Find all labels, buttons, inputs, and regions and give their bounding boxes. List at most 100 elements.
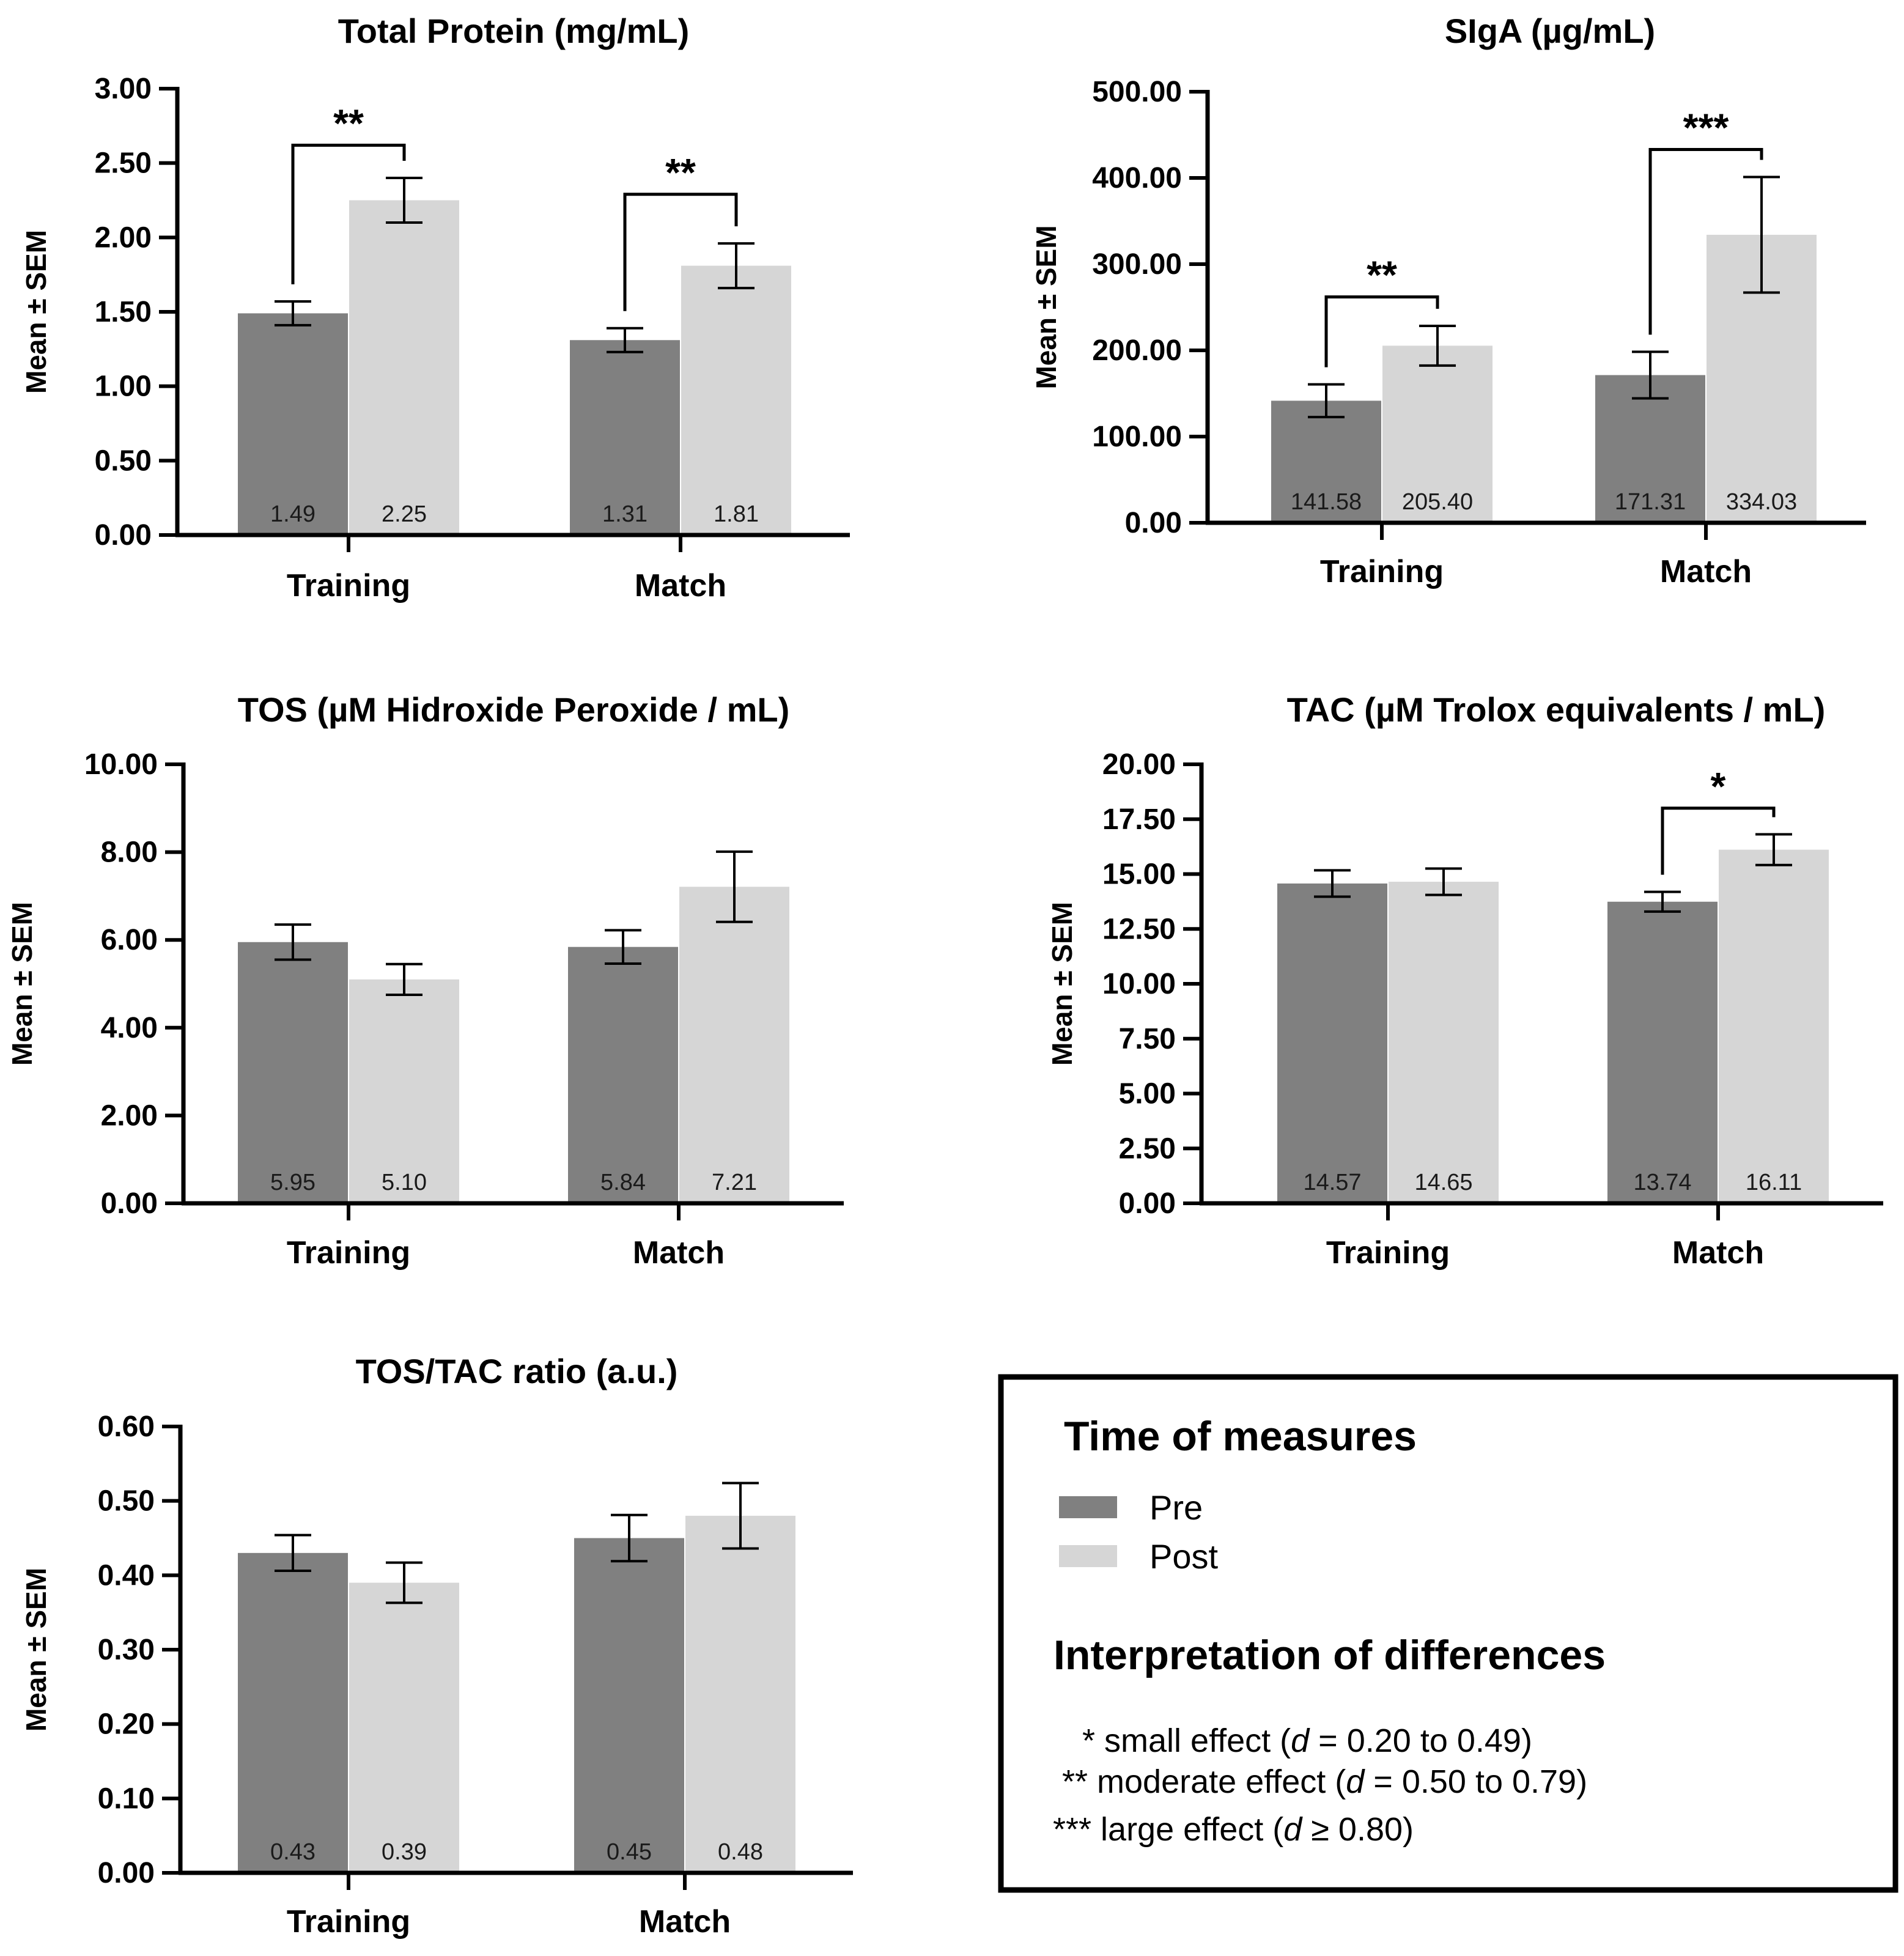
chart-title: TAC (µM Trolox equivalents / mL): [1287, 690, 1826, 729]
y-tick-label: 0.50: [95, 445, 152, 477]
note-moderate-var: d: [1346, 1763, 1365, 1800]
y-tick-label: 10.00: [1102, 968, 1176, 1000]
y-tick-label: 2.00: [95, 221, 152, 254]
value-label: 0.45: [607, 1839, 652, 1865]
value-label: 14.65: [1414, 1170, 1472, 1195]
category-label: Match: [635, 568, 726, 603]
y-tick-label: 0.40: [98, 1559, 155, 1592]
value-label: 171.31: [1615, 489, 1686, 515]
y-tick-label: 10.00: [84, 748, 158, 781]
y-tick-label: 0.10: [98, 1782, 155, 1815]
note-small-text: small effect (: [1095, 1722, 1291, 1759]
category-label: Match: [1660, 554, 1752, 589]
y-tick-label: 17.50: [1102, 803, 1176, 836]
significance-stars: **: [333, 101, 364, 145]
legend-label-post: Post: [1149, 1537, 1218, 1576]
y-tick-label: 12.50: [1102, 913, 1176, 945]
significance-stars: *: [1711, 764, 1726, 808]
bar-pre-match: [1595, 375, 1705, 523]
note-large-var: d: [1283, 1811, 1303, 1848]
note-moderate-stars: **: [1062, 1763, 1088, 1800]
y-tick-label: 0.00: [1125, 507, 1182, 539]
y-tick-label: 2.50: [95, 147, 152, 180]
legend-swatch-post: [1059, 1545, 1117, 1567]
value-label: 1.81: [714, 501, 759, 527]
value-label: 7.21: [712, 1170, 757, 1195]
bar-post-training: [349, 1582, 459, 1873]
category-label: Training: [1320, 554, 1444, 589]
significance-stars: **: [1367, 253, 1397, 297]
y-tick-label: 100.00: [1092, 421, 1182, 453]
bar-pre-training: [1271, 400, 1381, 523]
y-tick-label: 0.00: [95, 519, 152, 552]
y-tick-label: 5.00: [1119, 1078, 1176, 1110]
y-tick-label: 1.00: [95, 371, 152, 403]
note-large-stars: ***: [1053, 1811, 1091, 1848]
value-label: 1.49: [270, 501, 315, 527]
bar-pre-match: [1607, 901, 1718, 1203]
value-label: 141.58: [1291, 489, 1362, 515]
chart-panel-0: Total Protein (mg/mL) Mean ± SEM 1.49 2.25 T…: [20, 12, 850, 603]
value-label: 0.43: [270, 1839, 315, 1865]
value-label: 0.39: [382, 1839, 427, 1865]
legend-title: Time of measures: [1064, 1413, 1417, 1460]
note-small-var: d: [1291, 1722, 1310, 1759]
y-tick-label: 500.00: [1092, 76, 1182, 108]
y-tick-label: 1.50: [95, 296, 152, 328]
bar-post-match: [685, 1516, 795, 1873]
y-axis-label: Mean ± SEM: [1046, 902, 1078, 1066]
interpretation-title: Interpretation of differences: [1053, 1632, 1606, 1678]
category-label: Training: [287, 1235, 410, 1271]
chart-panel-2: TOS (µM Hidroxide Peroxide / mL) Mean ± S…: [6, 690, 844, 1271]
bar-post-training: [1389, 882, 1499, 1203]
chart-title: TOS/TAC ratio (a.u.): [356, 1352, 678, 1390]
note-moderate-text: moderate effect (: [1088, 1763, 1346, 1800]
legend-note-moderate: ** moderate effect (d = 0.50 to 0.79): [1062, 1763, 1587, 1800]
y-tick-label: 0.00: [1119, 1187, 1176, 1220]
value-label: 0.48: [718, 1839, 763, 1865]
legend-swatch-pre: [1059, 1496, 1117, 1518]
value-label: 205.40: [1402, 489, 1473, 515]
value-label: 1.31: [602, 501, 648, 527]
y-tick-label: 6.00: [101, 924, 158, 956]
bar-post-training: [349, 200, 459, 535]
y-tick-label: 2.00: [101, 1099, 158, 1132]
y-tick-label: 7.50: [1119, 1023, 1176, 1055]
bar-pre-training: [1277, 883, 1387, 1203]
chart-panel-3: TAC (µM Trolox equivalents / mL) Mean ± S…: [1046, 690, 1883, 1271]
chart-title: SIgA (µg/mL): [1445, 12, 1655, 50]
y-tick-label: 0.60: [98, 1411, 155, 1443]
y-axis-label: Mean ± SEM: [20, 1568, 52, 1732]
category-label: Match: [633, 1235, 725, 1271]
significance-bracket: [1324, 295, 1439, 367]
value-label: 5.84: [600, 1170, 646, 1195]
category-label: Training: [287, 568, 410, 603]
chart-panel-1: SIgA (µg/mL) Mean ± SEM 141.58 205.40 Traini…: [1030, 12, 1866, 589]
y-tick-label: 0.50: [98, 1485, 155, 1518]
bar-post-training: [1382, 345, 1493, 523]
y-tick-label: 3.00: [95, 73, 152, 105]
category-label: Training: [287, 1904, 410, 1939]
value-label: 14.57: [1303, 1170, 1361, 1195]
y-tick-label: 200.00: [1092, 334, 1182, 367]
value-label: 2.25: [382, 501, 427, 527]
y-tick-label: 400.00: [1092, 162, 1182, 194]
significance-bracket: [1661, 806, 1776, 875]
bar-pre-training: [238, 942, 348, 1203]
bar-pre-match: [570, 340, 680, 535]
significance-stars: **: [665, 150, 696, 194]
y-tick-label: 2.50: [1119, 1132, 1176, 1165]
bar-pre-match: [574, 1538, 684, 1873]
value-label: 13.74: [1633, 1170, 1691, 1195]
y-tick-label: 20.00: [1102, 748, 1176, 781]
category-label: Match: [1672, 1235, 1764, 1271]
bar-pre-training: [238, 313, 348, 535]
bar-pre-training: [238, 1552, 348, 1873]
y-tick-label: 300.00: [1092, 248, 1182, 281]
significance-bracket: [623, 193, 738, 311]
y-tick-label: 0.30: [98, 1634, 155, 1666]
y-tick-label: 15.00: [1102, 858, 1176, 891]
bar-post-training: [349, 979, 459, 1203]
value-label: 334.03: [1726, 489, 1797, 515]
